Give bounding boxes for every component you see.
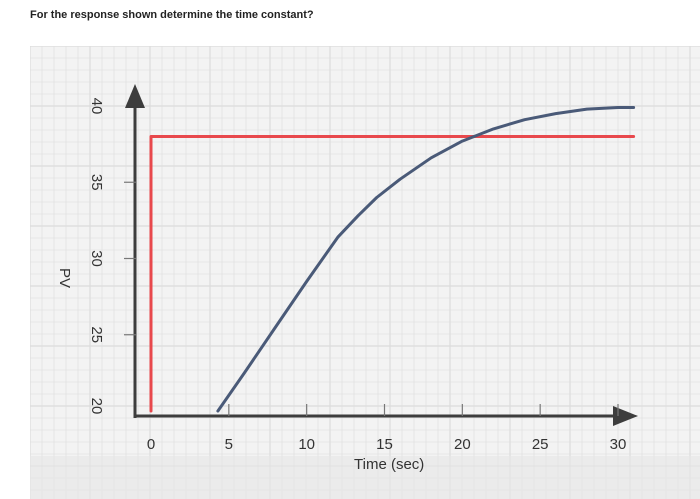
x-tick-label: 25 xyxy=(532,436,549,453)
y-tick-label: 20 xyxy=(88,398,105,415)
ticks: 0 5 10 15 20 25 30 20 25 30 35 40 xyxy=(88,98,626,453)
y-tick-label: 35 xyxy=(88,174,105,191)
y-axis-arrow xyxy=(125,84,145,108)
x-tick-label: 20 xyxy=(454,436,471,453)
response-chart: 0 5 10 15 20 25 30 20 25 30 35 40 Time (sec) PV xyxy=(30,46,700,499)
grid xyxy=(30,46,700,499)
x-tick-label: 5 xyxy=(225,436,233,453)
x-axis-title: Time (sec) xyxy=(354,456,424,473)
x-tick-label: 10 xyxy=(298,436,315,453)
x-tick-label: 30 xyxy=(610,436,627,453)
question-text: For the response shown determine the tim… xyxy=(30,9,314,21)
x-axis-arrow xyxy=(613,406,638,426)
response-curve xyxy=(216,106,636,413)
y-tick-label: 25 xyxy=(88,326,105,343)
y-tick-label: 30 xyxy=(88,250,105,267)
chart-photo: 0 5 10 15 20 25 30 20 25 30 35 40 Time (sec) PV xyxy=(30,46,700,499)
axes xyxy=(125,84,638,426)
y-tick-label: 40 xyxy=(88,98,105,115)
series-layer xyxy=(149,106,636,413)
photo-shadow xyxy=(30,456,700,499)
x-tick-label: 15 xyxy=(376,436,393,453)
y-axis-title: PV xyxy=(56,268,73,288)
x-tick-label: 0 xyxy=(147,436,155,453)
